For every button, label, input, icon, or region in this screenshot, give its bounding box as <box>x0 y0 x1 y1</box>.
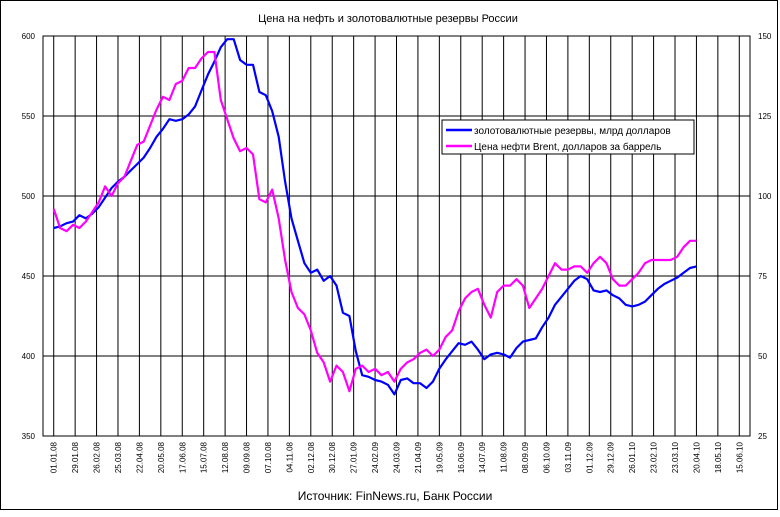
x-tick-label: 29.12.09 <box>607 441 616 473</box>
x-tick-label: 11.08.09 <box>500 441 509 472</box>
x-tick-label: 02.12.08 <box>307 441 316 473</box>
x-tick-label: 03.11.09 <box>564 441 573 472</box>
x-tick-label: 01.12.09 <box>585 441 594 473</box>
x-tick-label: 30.12.08 <box>328 441 337 473</box>
chart-title: Цена на нефть и золотовалютные резервы Р… <box>258 13 518 25</box>
y-right-tick-label: 75 <box>758 272 767 281</box>
x-tick-label: 21.04.09 <box>414 441 423 473</box>
legend-label-oil: Цена нефти Brent, долларов за баррель <box>474 141 661 153</box>
y-left-tick-label: 550 <box>22 112 36 121</box>
x-tick-label: 23.03.10 <box>671 441 680 473</box>
x-tick-label: 19.05.09 <box>435 441 444 473</box>
x-tick-label: 01.01.08 <box>50 441 59 473</box>
legend-label-reserves: золотовалютные резервы, млрд долларов <box>474 126 671 137</box>
x-tick-label: 04.11.08 <box>285 441 294 472</box>
legend-box <box>441 119 695 155</box>
x-tick-label: 20.05.08 <box>157 441 166 473</box>
x-tick-label: 18.05.10 <box>714 441 723 473</box>
x-tick-label: 27.01.09 <box>350 441 359 473</box>
x-tick-label: 14.07.09 <box>478 441 487 473</box>
x-tick-label: 25.03.08 <box>114 441 123 473</box>
y-left-tick-label: 450 <box>22 272 36 281</box>
y-left-tick-label: 400 <box>22 352 36 361</box>
y-left-tick-label: 600 <box>22 32 36 41</box>
x-tick-label: 23.02.10 <box>650 441 659 473</box>
x-tick-label: 16.06.09 <box>457 441 466 473</box>
plot-layer: 350 400 450 500 550 600 25 50 75 100 125 150 01.01.0… <box>22 32 772 473</box>
x-tick-label: 29.01.08 <box>71 441 80 473</box>
x-tick-label: 20.04.10 <box>692 441 701 473</box>
x-tick-label: 17.06.08 <box>178 441 187 473</box>
chart-source-note: Источник: FinNews.ru, Банк России <box>298 489 493 503</box>
x-tick-label: 22.04.08 <box>135 441 144 473</box>
legend: золотовалютные резервы, млрд долларов Це… <box>441 119 695 155</box>
x-tick-label: 24.02.09 <box>371 441 380 473</box>
x-tick-label: 09.09.08 <box>243 441 252 473</box>
x-tick-label: 12.08.08 <box>221 441 230 473</box>
x-tick-label: 07.10.08 <box>264 441 273 473</box>
y-right-tick-label: 25 <box>758 432 767 441</box>
x-tick-label: 15.07.08 <box>200 441 209 473</box>
x-tick-label: 24.03.09 <box>393 441 402 473</box>
x-tick-label: 08.09.09 <box>521 441 530 473</box>
y-right-tick-label: 150 <box>758 32 772 41</box>
series-line-oil <box>52 50 697 393</box>
y-left-tick-label: 350 <box>22 432 36 441</box>
x-tick-label: 26.02.08 <box>93 441 102 473</box>
x-tick-label: 15.06.10 <box>735 441 744 473</box>
series-line-reserves <box>53 38 697 396</box>
x-tick-label: 06.10.09 <box>542 441 551 473</box>
y-right-tick-label: 125 <box>758 112 772 121</box>
x-tick-label: 26.01.10 <box>628 441 637 473</box>
y-right-tick-label: 50 <box>758 352 767 361</box>
y-right-tick-label: 100 <box>758 192 772 201</box>
y-left-tick-label: 500 <box>22 192 36 201</box>
